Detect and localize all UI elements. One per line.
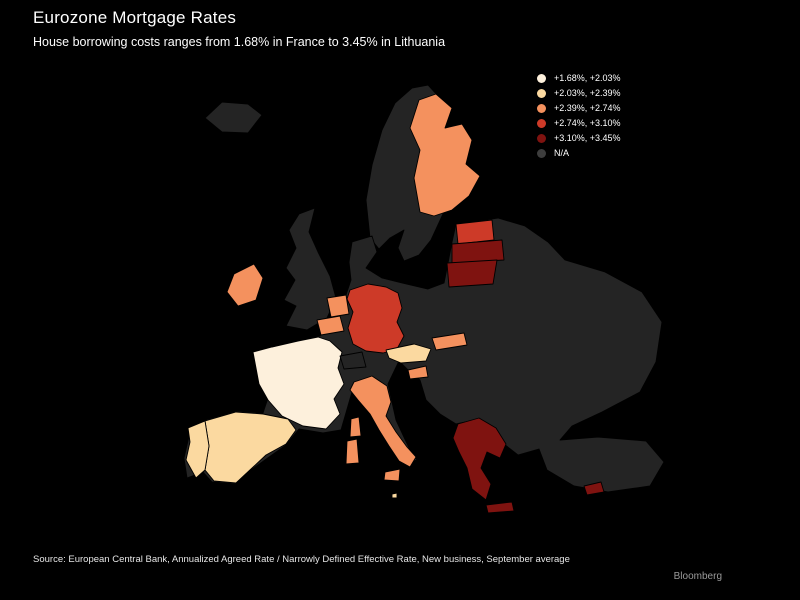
legend-swatch xyxy=(537,103,546,113)
legend-item-label: +2.74%, +3.10% xyxy=(554,118,621,128)
page-title: Eurozone Mortgage Rates xyxy=(33,8,237,27)
region-corsica xyxy=(349,416,362,438)
legend-item-label: +3.10%, +3.45% xyxy=(554,133,621,143)
legend-item: +2.03%, +2.39% xyxy=(537,88,621,98)
page-subtitle: House borrowing costs ranges from 1.68% … xyxy=(33,35,446,49)
bloomberg-logo: Bloomberg xyxy=(673,571,722,582)
region-slovakia xyxy=(431,332,468,351)
region-switzerland xyxy=(339,351,367,370)
region-sicily xyxy=(383,468,401,482)
region-ireland xyxy=(226,263,264,307)
region-malta xyxy=(391,492,398,499)
region-cyprus xyxy=(583,481,605,496)
legend-swatch xyxy=(537,73,546,83)
legend-item-label: +1.68%, +2.03% xyxy=(554,73,621,83)
region-portugal xyxy=(185,420,210,479)
legend-swatch xyxy=(537,148,546,158)
region-crete xyxy=(485,501,515,514)
legend-swatch xyxy=(537,118,546,128)
legend-item: +1.68%, +2.03% xyxy=(537,73,621,83)
region-france xyxy=(252,336,345,430)
legend-item-label: +2.39%, +2.74% xyxy=(554,103,621,113)
legend-item-label: +2.03%, +2.39% xyxy=(554,88,621,98)
region-austria xyxy=(385,343,432,364)
legend-item: +2.74%, +3.10% xyxy=(537,118,621,128)
legend-item: N/A xyxy=(537,148,621,158)
region-united-kingdom xyxy=(283,207,337,331)
region-estonia xyxy=(455,219,495,245)
region-germany xyxy=(346,283,405,354)
region-lithuania xyxy=(446,259,498,288)
region-finland xyxy=(409,93,481,217)
legend-item: +2.39%, +2.74% xyxy=(537,103,621,113)
region-italy xyxy=(349,375,417,468)
region-slovenia xyxy=(407,365,429,380)
region-iceland xyxy=(204,101,263,134)
region-belgium xyxy=(316,315,345,336)
legend-swatch xyxy=(537,88,546,98)
region-latvia xyxy=(451,239,505,264)
legend: +1.68%, +2.03% +2.03%, +2.39% +2.39%, +2.7… xyxy=(537,73,621,158)
region-sardinia xyxy=(345,438,360,465)
region-netherlands xyxy=(326,294,350,318)
source-note: Source: European Central Bank, Annualize… xyxy=(33,554,570,565)
legend-swatch xyxy=(537,133,546,143)
legend-item-label: N/A xyxy=(554,148,570,158)
legend-item: +3.10%, +3.45% xyxy=(537,133,621,143)
region-greece xyxy=(452,417,507,501)
